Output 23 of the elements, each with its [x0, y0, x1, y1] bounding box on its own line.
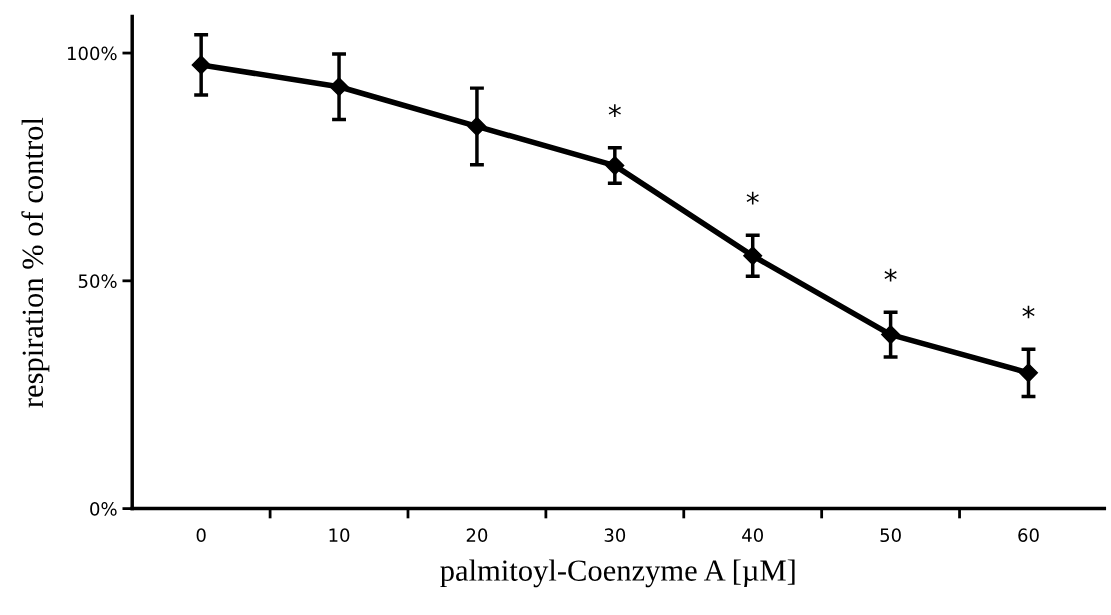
point	[605, 156, 625, 176]
y-axis-title: respiration % of control	[21, 117, 50, 408]
point	[467, 116, 487, 136]
y-tick-label: 100%	[67, 46, 117, 61]
x-axis-title: palmitoyl-Coenzyme A [µM]	[440, 559, 795, 588]
annotation: *	[884, 268, 897, 282]
point	[881, 325, 901, 345]
point	[329, 77, 349, 97]
point	[191, 55, 211, 75]
x-tick-label: 40	[742, 528, 763, 543]
annotation: *	[746, 191, 759, 205]
point	[1018, 363, 1039, 383]
y-tick-label: 0%	[90, 502, 117, 516]
x-tick-label: 30	[604, 528, 626, 543]
annotation: *	[608, 104, 621, 117]
x-tick-label: 10	[329, 528, 350, 543]
point	[743, 246, 763, 266]
x-tick-label: 0	[196, 528, 206, 543]
x-tick-label: 60	[1018, 528, 1039, 543]
y-tick-label: 50%	[78, 274, 117, 288]
x-tick-label: 20	[466, 528, 488, 543]
annotation: *	[1022, 305, 1035, 319]
x-tick-label: 50	[880, 528, 901, 543]
